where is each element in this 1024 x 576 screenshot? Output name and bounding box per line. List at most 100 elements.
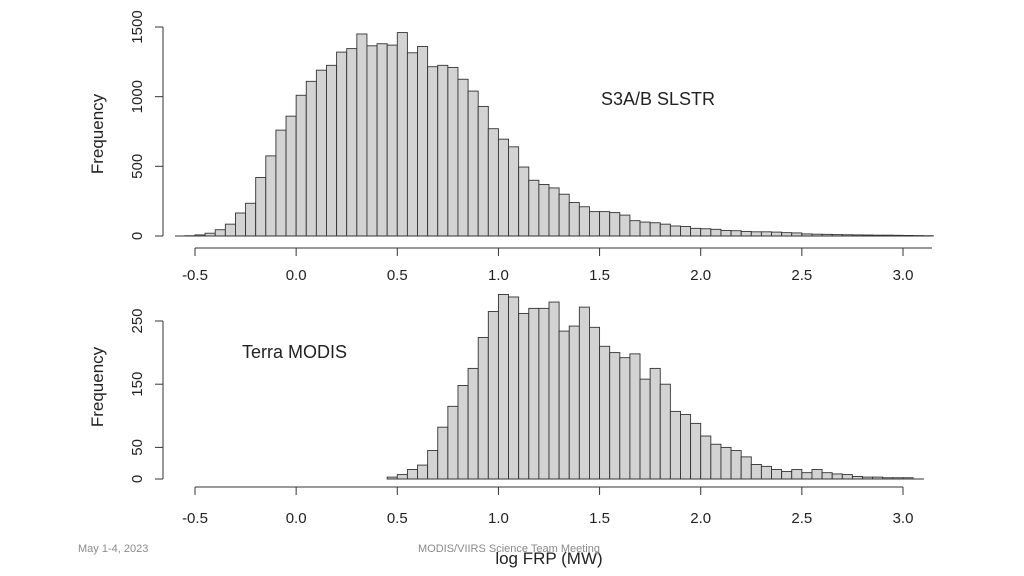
histogram-bar [437, 64, 449, 237]
y-tick-label: 0 [129, 232, 146, 240]
histogram-bar [760, 465, 772, 480]
histogram-bar [578, 206, 590, 237]
histogram-bar [690, 227, 702, 237]
histogram-bar [406, 469, 418, 480]
y-tick-label: 250 [129, 308, 146, 333]
histogram-bar [315, 69, 327, 237]
x-tick-label: 2.5 [791, 267, 812, 284]
histogram-bar [396, 474, 408, 480]
histogram-bar [589, 326, 601, 480]
histogram-bar [750, 231, 762, 237]
footer-meeting-name: MODIS/VIIRS Science Team Meeting [418, 543, 600, 555]
histogram-bar [841, 474, 853, 480]
histogram-bar [669, 410, 681, 480]
histogram-bar [781, 232, 793, 237]
x-tick-label: 2.0 [690, 510, 711, 527]
x-tick-label: 1.5 [589, 510, 610, 527]
histogram-bar [680, 414, 692, 480]
x-tick-label: 1.0 [488, 267, 509, 284]
y-tick-label: 0 [129, 475, 146, 483]
histogram-bar [771, 469, 783, 480]
histogram-bar [740, 230, 752, 237]
histogram-bar [710, 228, 722, 237]
histogram-bar [568, 325, 580, 480]
histogram-bar [477, 105, 489, 237]
histogram-bar [326, 64, 338, 237]
histogram-bar [659, 383, 671, 480]
histogram-bar [487, 128, 499, 237]
histogram-bar [285, 115, 297, 237]
histogram-bar [548, 301, 560, 480]
histogram-bar [255, 177, 267, 237]
histogram-bar [690, 422, 702, 480]
y-tick-label: 1500 [129, 10, 146, 43]
x-tick-label: -0.5 [182, 267, 208, 284]
histogram-bar [235, 212, 247, 237]
histogram-bar [639, 221, 651, 237]
footer-date: May 1-4, 2023 [78, 543, 149, 555]
x-axis-title: log FRP (MW) [495, 549, 602, 568]
histogram-bar [538, 307, 550, 480]
histogram-bar [680, 226, 692, 237]
histogram-bar [791, 469, 803, 480]
histogram-bar [518, 312, 530, 480]
histogram-bar [548, 187, 560, 237]
histogram-bar [467, 367, 479, 480]
histogram-bar [700, 228, 712, 237]
x-tick-label: 0.0 [286, 267, 307, 284]
histogram-bar [528, 307, 540, 480]
x-tick-label: 0.5 [387, 510, 408, 527]
histogram-bar [427, 66, 439, 237]
histogram-bar [417, 46, 429, 237]
histogram-bar [497, 138, 509, 237]
histogram-bar [538, 183, 550, 237]
histogram-bar [417, 464, 429, 480]
x-tick-label: 1.5 [589, 267, 610, 284]
histogram-bar [406, 52, 418, 237]
histogram-bar [619, 214, 631, 237]
histogram-bar [821, 472, 833, 480]
histogram-bar [619, 357, 631, 480]
histogram-bar [467, 90, 479, 237]
sensor-annotation: Terra MODIS [242, 342, 347, 362]
histogram-bar [730, 230, 742, 237]
histogram-bar [224, 223, 236, 237]
histogram-bar [558, 330, 570, 480]
x-tick-label: 3.0 [893, 267, 914, 284]
histogram-bar [760, 231, 772, 237]
histogram-bar [376, 43, 388, 237]
histogram-bar [801, 472, 813, 480]
histogram-bar [447, 405, 459, 480]
histogram-bar [710, 443, 722, 480]
y-tick-label: 150 [129, 372, 146, 397]
x-tick-label: 2.5 [791, 510, 812, 527]
histogram-bar [629, 353, 641, 480]
histogram-bar [497, 294, 509, 480]
histogram-bar [275, 129, 287, 237]
histogram-bar [771, 231, 783, 237]
x-tick-label: 2.0 [690, 267, 711, 284]
x-tick-label: 0.0 [286, 510, 307, 527]
histogram-bar [508, 146, 520, 237]
histogram-bar [487, 311, 499, 480]
histogram-bar [558, 193, 570, 237]
histogram-bar [568, 202, 580, 237]
histogram-bar [659, 223, 671, 237]
histogram-bar [831, 473, 843, 480]
histogram-bar [669, 225, 681, 237]
histogram-bar [396, 32, 408, 237]
histogram-bar [720, 229, 732, 237]
histogram-bar [447, 66, 459, 237]
histogram-bar [457, 78, 469, 237]
histogram-bar [589, 211, 601, 237]
histogram-bar [649, 367, 661, 480]
x-tick-label: 0.5 [387, 267, 408, 284]
histogram-bar [700, 435, 712, 480]
histogram-bar [214, 229, 226, 237]
histogram-bar [609, 352, 621, 480]
histogram-bar [437, 426, 449, 480]
histogram-bar [649, 222, 661, 237]
histogram-bar [781, 470, 793, 480]
histogram-bar [245, 202, 257, 237]
